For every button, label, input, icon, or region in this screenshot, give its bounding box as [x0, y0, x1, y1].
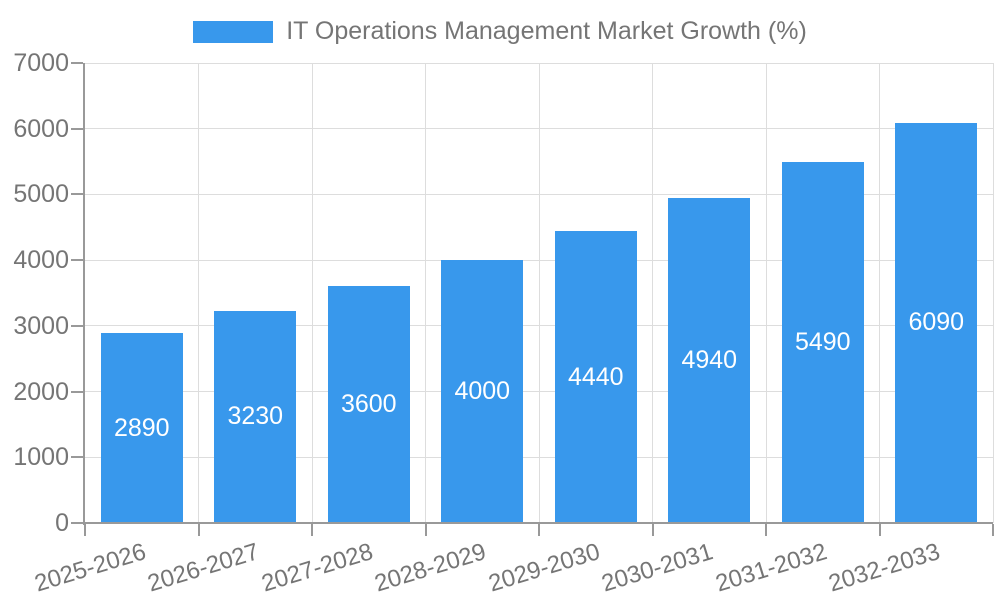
- x-axis-tick-label: 2030-2031: [598, 538, 717, 598]
- y-axis-line: [83, 63, 85, 525]
- y-axis-tick: [71, 62, 83, 64]
- bar-value-label: 4940: [681, 346, 738, 375]
- chart-legend: IT Operations Management Market Growth (…: [0, 17, 1000, 46]
- x-axis-tick-label: 2031-2032: [712, 538, 831, 598]
- y-axis-tick-label: 7000: [13, 49, 69, 77]
- bar[interactable]: 2890: [100, 333, 183, 523]
- x-axis-tick: [992, 524, 994, 536]
- bar[interactable]: 4940: [668, 198, 751, 523]
- x-axis-tick: [878, 524, 881, 536]
- x-axis-tick-label: 2028-2029: [371, 538, 490, 598]
- bar[interactable]: 6090: [895, 122, 978, 523]
- gridline-vertical: [425, 63, 426, 523]
- bar-value-label: 2890: [113, 413, 170, 442]
- y-axis-tick-label: 3000: [13, 311, 69, 340]
- gridline-vertical: [311, 63, 313, 523]
- x-axis-tick-label: 2029-2030: [485, 538, 604, 598]
- bar-value-label: 3600: [340, 390, 397, 419]
- bar[interactable]: 3230: [214, 310, 297, 523]
- x-axis-tick: [538, 524, 540, 536]
- x-axis-tick: [651, 524, 654, 536]
- gridline-vertical: [652, 63, 653, 523]
- x-axis-tick: [311, 524, 313, 536]
- gridline-vertical: [879, 63, 880, 523]
- x-axis-tick-label: 2027-2028: [258, 538, 377, 598]
- y-axis-tick-label: 6000: [13, 114, 69, 143]
- x-axis-line: [83, 522, 993, 524]
- y-axis-tick: [71, 522, 83, 524]
- y-axis-tick-label: 1000: [13, 443, 69, 472]
- y-axis-tick: [71, 456, 83, 459]
- x-axis-tick: [84, 524, 86, 536]
- y-axis-tick: [71, 259, 83, 262]
- y-axis-tick-label: 2000: [13, 377, 69, 406]
- y-axis-tick: [71, 390, 83, 393]
- gridline-vertical: [992, 63, 994, 523]
- x-axis-tick: [424, 524, 427, 536]
- y-axis-tick-label: 5000: [13, 180, 69, 209]
- bar[interactable]: 5490: [781, 162, 864, 523]
- x-axis-tick-label: 2026-2027: [144, 538, 263, 598]
- gridline-vertical: [198, 63, 199, 523]
- gridline-vertical: [538, 63, 540, 523]
- y-axis-tick: [71, 193, 83, 196]
- bar-value-label: 5490: [794, 328, 851, 357]
- x-axis-tick-label: 2032-2033: [825, 538, 944, 598]
- x-axis-tick: [197, 524, 200, 536]
- y-axis-tick: [71, 324, 83, 327]
- gridline-vertical: [765, 63, 767, 523]
- legend-label: IT Operations Management Market Growth (…: [286, 17, 807, 45]
- y-axis-tick: [71, 127, 83, 130]
- legend-item[interactable]: IT Operations Management Market Growth (…: [193, 17, 807, 46]
- bar-value-label: 4000: [454, 377, 511, 406]
- y-axis-tick-label: 0: [55, 509, 69, 537]
- bar[interactable]: 3600: [327, 286, 410, 523]
- bar[interactable]: 4440: [554, 231, 637, 523]
- bar[interactable]: 4000: [441, 260, 524, 523]
- bar-value-label: 6090: [908, 308, 965, 337]
- x-axis-tick-label: 2025-2026: [31, 538, 150, 598]
- x-axis-tick: [765, 524, 767, 536]
- bar-value-label: 3230: [227, 402, 284, 431]
- bar-value-label: 4440: [567, 362, 624, 391]
- legend-swatch: [193, 20, 274, 43]
- y-axis-tick-label: 4000: [13, 246, 69, 275]
